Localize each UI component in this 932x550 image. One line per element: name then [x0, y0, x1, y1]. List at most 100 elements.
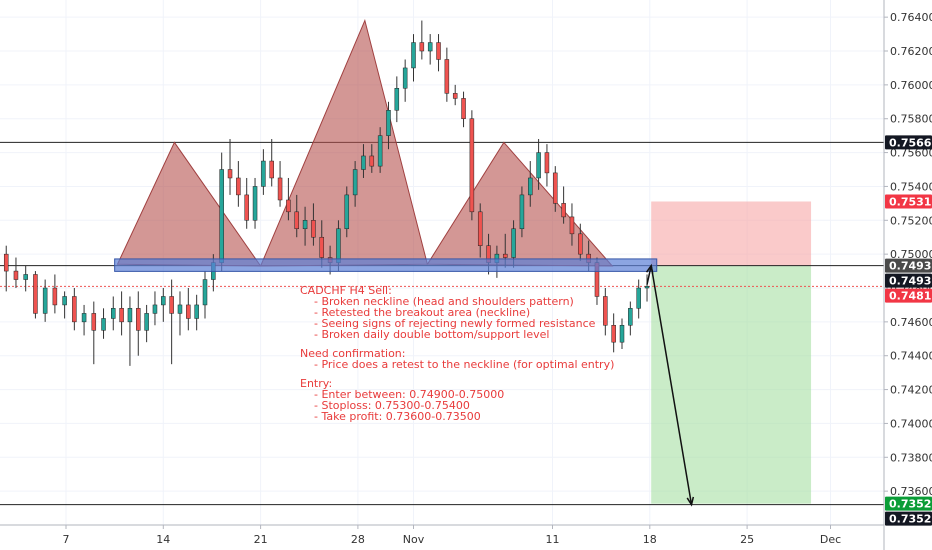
price-tick-label: 0.75200 [890, 214, 932, 227]
time-tick-label: 25 [740, 533, 754, 546]
candle-body [144, 313, 149, 331]
candle-body [252, 186, 258, 221]
price-tick-label: 0.74200 [890, 384, 932, 397]
position-layer[interactable] [651, 201, 812, 504]
candle-body [377, 135, 383, 167]
price-tick-label: 0.73600 [890, 485, 932, 498]
candle-body [33, 274, 38, 314]
arrow-layer[interactable] [645, 263, 695, 507]
candle-body [469, 118, 475, 213]
annotation-confirm-item: - Price does a retest to the neckline (f… [314, 358, 614, 371]
time-tick-label: 18 [643, 533, 657, 546]
candle-body [81, 313, 87, 323]
candle-body [578, 233, 583, 255]
price-tick-label: 0.75800 [890, 113, 932, 126]
candle-body [452, 93, 458, 99]
candle-body [111, 308, 116, 319]
neckline-zone-layer[interactable] [114, 258, 658, 272]
arrow-head-icon [645, 263, 654, 274]
candle-body [62, 296, 67, 306]
annotation-reason: - Broken daily double bottom/support lev… [314, 328, 549, 341]
annotation-entry-title: Entry: [300, 377, 332, 390]
candle-body [286, 199, 291, 213]
candle-body [402, 67, 408, 89]
candle-body [194, 304, 199, 319]
take-profit-zone[interactable] [651, 265, 812, 504]
candle-body [502, 253, 508, 258]
candle-body [536, 152, 541, 179]
candle-body [336, 228, 341, 263]
candle-body [619, 324, 625, 343]
candle-body [427, 42, 433, 52]
candle-body [127, 308, 133, 323]
candle-body [261, 160, 266, 187]
candle-body [569, 216, 575, 235]
price-tick-label: 0.74000 [890, 417, 932, 430]
time-tick-label: 7 [63, 533, 70, 546]
annotation-entry-item: - Enter between: 0.74900-0.75000 [314, 388, 504, 401]
price-tick-label: 0.75600 [890, 147, 932, 160]
stop-loss-zone[interactable] [651, 201, 812, 266]
candle-body [269, 160, 274, 179]
candle-body [101, 318, 106, 331]
candle-body [294, 211, 299, 230]
candle-body [152, 304, 158, 314]
candle-body [386, 110, 391, 136]
candle-body [23, 274, 28, 280]
candle-body [311, 220, 316, 238]
price-tag-label: 0.74932 [889, 260, 932, 273]
candle-body [444, 59, 450, 94]
candle-body [319, 236, 325, 258]
candle-body [603, 296, 608, 326]
candle-body [519, 194, 525, 230]
candle-body [161, 296, 166, 306]
price-tag [885, 194, 932, 209]
price-tick-label: 0.75000 [890, 248, 932, 261]
candle-body [553, 172, 558, 204]
time-tick-label: Dec [820, 533, 841, 546]
price-tick-label: 0.76000 [890, 79, 932, 92]
candle-body [561, 203, 566, 218]
candle-body [202, 279, 208, 306]
annotation-title: CADCHF H4 Sell: [300, 284, 392, 297]
price-tick-label: 0.76400 [890, 11, 932, 24]
candle-body [3, 253, 9, 272]
price-tag-label: 0.75311 [889, 196, 932, 209]
annotation-reason: - Retested the breakout area (neckline) [314, 306, 530, 319]
price-tag [885, 135, 932, 150]
candle-body [411, 42, 416, 69]
price-tick-label: 0.75400 [890, 180, 932, 193]
candle-body [477, 211, 483, 246]
annotation-entry-item: - Take profit: 0.73600-0.73500 [314, 410, 481, 423]
annotation-layer[interactable]: CADCHF H4 Sell: - Broken neckline (head … [300, 284, 614, 423]
candle-body [628, 308, 633, 326]
price-tag [885, 288, 932, 303]
candle-body [394, 88, 400, 111]
candle-body [186, 304, 191, 319]
candle-body [227, 169, 233, 179]
annotation-confirm-title: Need confirmation: [300, 347, 405, 360]
candle-body [544, 152, 550, 174]
price-tag [885, 511, 932, 526]
candle-body [177, 304, 183, 314]
candle-body [169, 296, 174, 314]
candle-body [219, 169, 224, 263]
time-tick-label: Nov [403, 533, 425, 546]
candle-body [528, 177, 533, 196]
candle-body [644, 286, 650, 289]
candle-body [369, 155, 375, 167]
candle-body [119, 308, 124, 323]
neckline-zone[interactable] [114, 258, 658, 272]
candle-body [352, 169, 358, 196]
candle-body [344, 194, 350, 230]
candle-body [361, 155, 366, 170]
candle-body [244, 194, 249, 221]
candle-body [236, 177, 241, 196]
candle-body [511, 228, 516, 258]
